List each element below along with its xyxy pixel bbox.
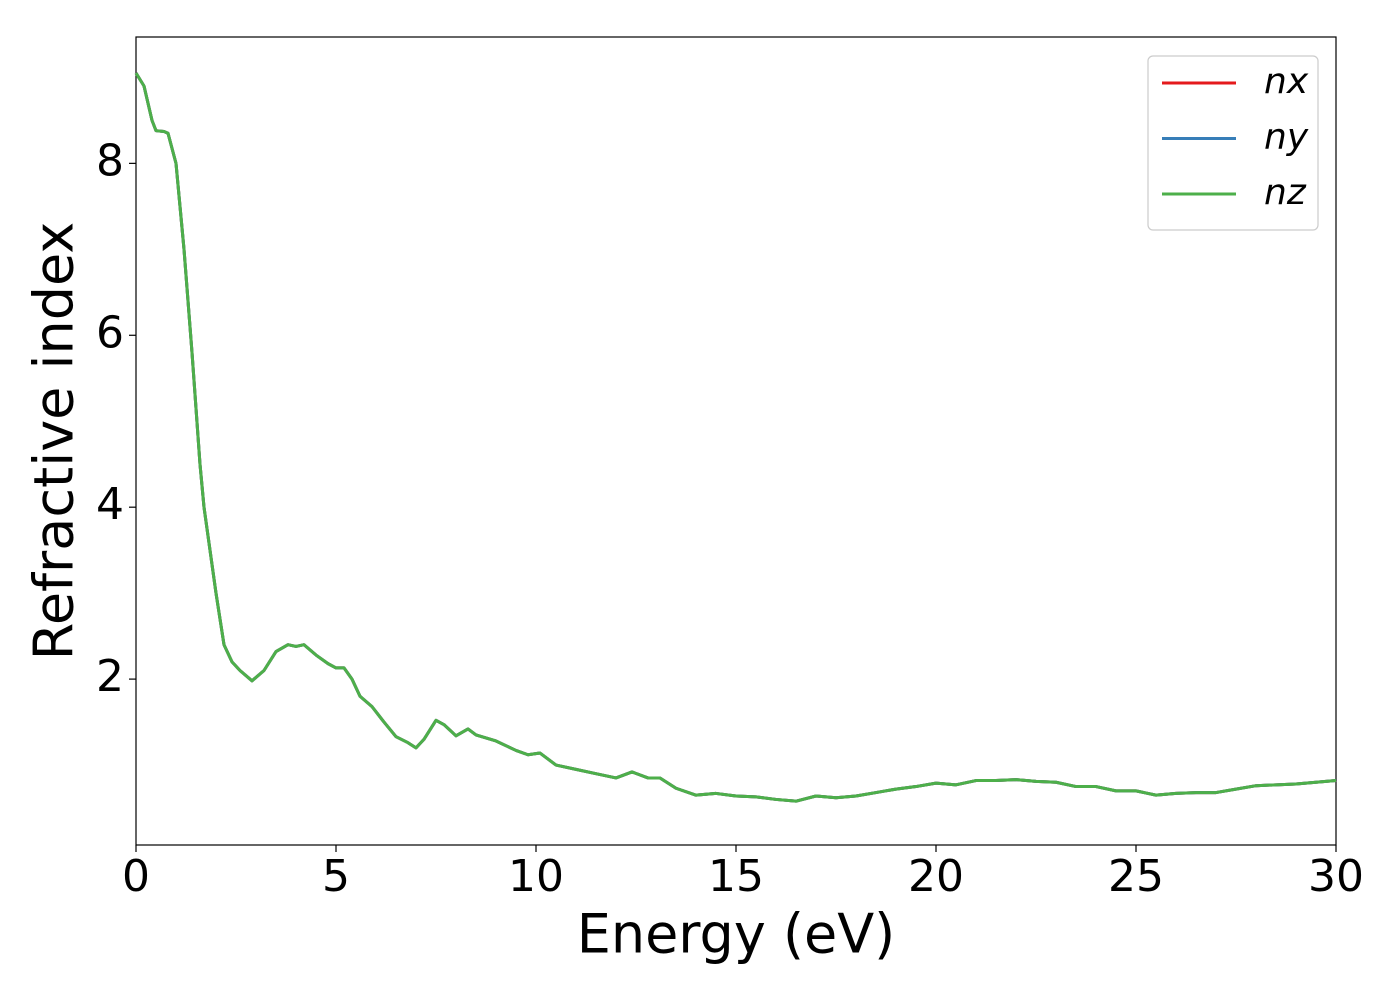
y-axis-label: Refractive index [23, 222, 86, 661]
legend-text: nz [1264, 172, 1307, 213]
y-tick-label: 4 [96, 479, 124, 530]
x-tick-label: 0 [122, 851, 150, 902]
x-tick-label: 25 [1108, 851, 1164, 902]
x-tick-label: 5 [322, 851, 350, 902]
legend-text: ny [1264, 117, 1309, 158]
legend-box [1147, 55, 1319, 231]
x-axis-label: Energy (eV) [577, 903, 896, 966]
data-line [134, 72, 1337, 803]
x-tick-label: 10 [508, 851, 564, 902]
x-tick-label: 30 [1308, 851, 1364, 902]
x-tick-label: 20 [908, 851, 964, 902]
y-tick-label: 8 [96, 135, 124, 186]
y-tick-label: 2 [96, 651, 124, 702]
y-tick-label: 6 [96, 307, 124, 358]
x-tick-label: 15 [708, 851, 764, 902]
legend-text: nx [1264, 61, 1309, 102]
